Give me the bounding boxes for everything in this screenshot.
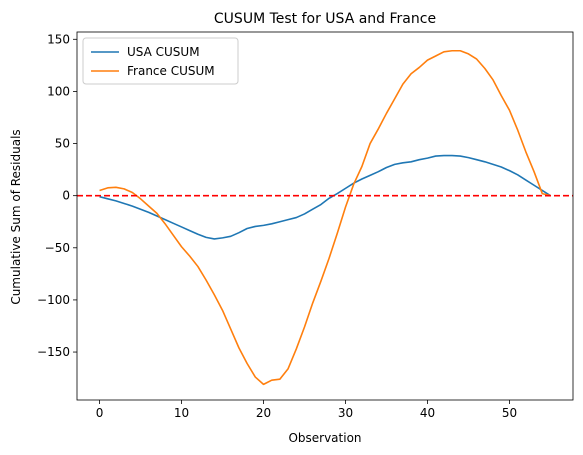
y-axis-label: Cumulative Sum of Residuals <box>9 129 23 304</box>
x-tick-label: 0 <box>96 406 104 420</box>
plot-area-frame <box>76 31 574 401</box>
y-tick-label: −100 <box>37 293 70 307</box>
x-tick-label: 30 <box>338 406 353 420</box>
legend: USA CUSUM France CUSUM <box>82 37 239 85</box>
x-axis-label: Observation <box>288 431 361 445</box>
x-tick-label: 10 <box>174 406 189 420</box>
y-axis-ticks: −150 −100 −50 0 50 100 150 <box>37 32 77 359</box>
x-tick-label: 20 <box>256 406 271 420</box>
y-tick-label: −150 <box>37 345 70 359</box>
x-tick-label: 50 <box>502 406 517 420</box>
y-tick-label: 100 <box>47 84 70 98</box>
y-tick-label: 150 <box>47 32 70 46</box>
legend-box <box>82 37 239 85</box>
x-axis-ticks: 0 10 20 30 40 50 <box>96 400 517 420</box>
series-layer <box>99 49 551 386</box>
y-tick-label: 0 <box>62 189 70 203</box>
series-line-france-cusum <box>99 49 551 386</box>
y-tick-label: −50 <box>45 241 70 255</box>
chart-title: CUSUM Test for USA and France <box>214 11 436 27</box>
series-line-usa-cusum <box>99 154 551 240</box>
legend-label-usa-cusum: USA CUSUM <box>127 45 200 59</box>
y-tick-label: 50 <box>55 137 70 151</box>
legend-label-france-cusum: France CUSUM <box>127 64 215 78</box>
x-tick-label: 40 <box>420 406 435 420</box>
